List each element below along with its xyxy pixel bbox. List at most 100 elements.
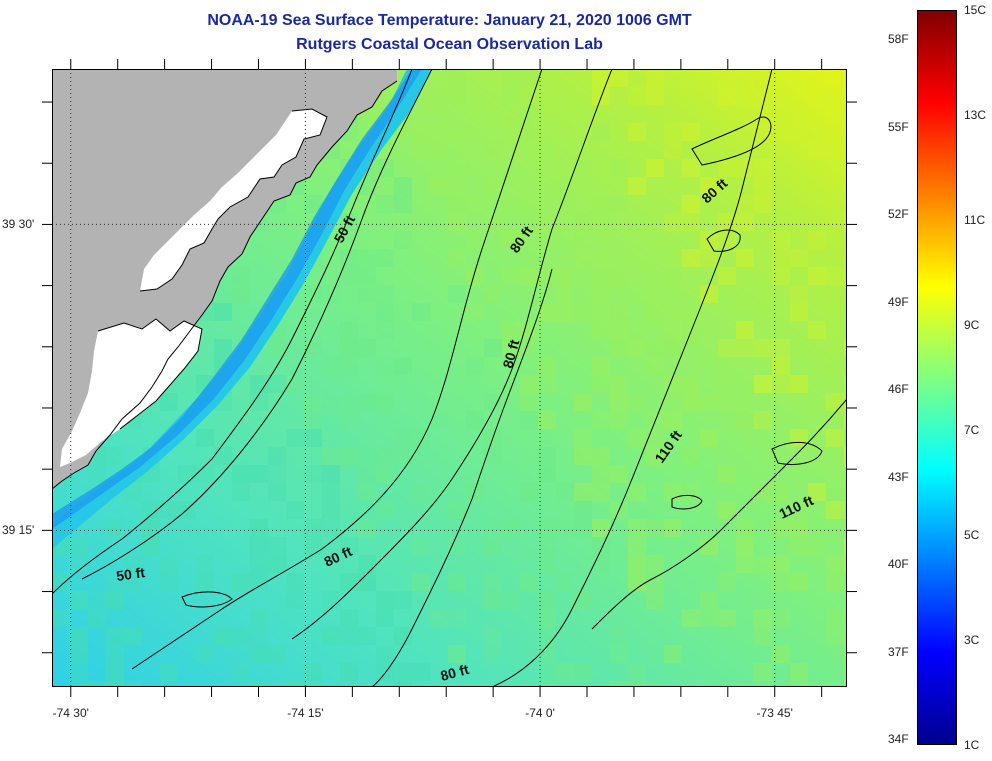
sst-cell [538,537,556,555]
sst-cell [214,447,232,465]
sst-cell [196,465,214,483]
sst-cell [484,141,502,159]
sst-cell [592,321,610,339]
sst-cell [628,663,646,681]
sst-cell [538,357,556,375]
map-subtitle: Rutgers Coastal Ocean Observation Lab [296,36,603,53]
sst-cell [106,627,124,645]
sst-cell [232,267,250,285]
marsh-bay-south [60,319,202,467]
sst-cell [484,285,502,303]
sst-cell [448,177,466,195]
sst-cell [124,555,142,573]
contour-closed-4 [671,494,703,510]
longitude-label: -74 30' [52,706,89,720]
sst-cell [232,573,250,591]
sst-cell [106,681,124,687]
sst-cell [70,681,88,687]
sst-cell [826,267,844,285]
sst-cell [718,465,736,483]
sst-cell [304,663,322,681]
sst-cell [592,213,610,231]
sst-cell [718,609,736,627]
colorbar-fahrenheit-label: 52F [888,207,909,222]
sst-cell [790,519,808,537]
sst-cell [376,357,394,375]
sst-cell [232,627,250,645]
sst-cell [772,519,790,537]
sst-cell [790,123,808,141]
sst-cell [142,519,160,537]
sst-cell [682,375,700,393]
sst-cell [700,321,718,339]
sst-cell [376,645,394,663]
sst-cell [574,249,592,267]
sst-cell [538,663,556,681]
sst-cell [754,609,772,627]
sst-cell [718,339,736,357]
sst-cell [358,177,376,195]
sst-cell [124,483,142,501]
sst-cell [232,663,250,681]
sst-cell [106,663,124,681]
sst-cell [250,681,268,687]
sst-cell [610,303,628,321]
sst-cell [70,591,88,609]
sst-cell [538,519,556,537]
contour-110ft-east [591,398,847,630]
sst-cell [610,465,628,483]
sst-cell [196,645,214,663]
contour-80ft-mid [291,69,613,640]
sst-cell [394,627,412,645]
sst-cell [358,267,376,285]
sst-cell [430,609,448,627]
sst-cell [304,465,322,483]
sst-cell [772,555,790,573]
sst-cell [394,681,412,687]
sst-cell [322,519,340,537]
sst-cell [772,231,790,249]
sst-cell [646,303,664,321]
sst-cell [484,627,502,645]
sst-cell [322,393,340,411]
colorbar-fahrenheit-label: 40F [888,557,909,572]
sst-cell [250,465,268,483]
colorbar-celsius-label: 7C [964,423,980,437]
sst-cell [772,483,790,501]
sst-cell [412,483,430,501]
sst-cell [664,141,682,159]
sst-cell [736,213,754,231]
sst-cell [340,573,358,591]
sst-cell [628,393,646,411]
sst-cell [844,447,847,465]
sst-cell [502,69,520,87]
contour-50ft-inner [52,69,413,595]
sst-cell [340,267,358,285]
sst-cell [790,573,808,591]
colorbar-gradient [917,10,957,745]
longitude-label: -74 15' [287,706,324,720]
sst-cell [484,537,502,555]
sst-cell [610,339,628,357]
sst-cell [844,627,847,645]
sst-cell [484,339,502,357]
sst-cell [700,177,718,195]
sst-cell [88,681,106,687]
sst-cell [790,681,808,687]
sst-cell [754,87,772,105]
sst-cell [664,267,682,285]
sst-cell [682,609,700,627]
sst-cell [844,123,847,141]
contour-80ft-ridge [371,268,553,687]
latitude-label: 39 30' [2,217,35,232]
sst-cell [754,177,772,195]
sst-cell [448,645,466,663]
sst-cell [394,663,412,681]
sst-cell [376,609,394,627]
contour-depth-label: 50 ft [115,564,146,584]
sst-cell [286,375,304,393]
sst-cell [646,519,664,537]
sst-cell [412,573,430,591]
colorbar [917,10,957,745]
sst-cell [592,465,610,483]
